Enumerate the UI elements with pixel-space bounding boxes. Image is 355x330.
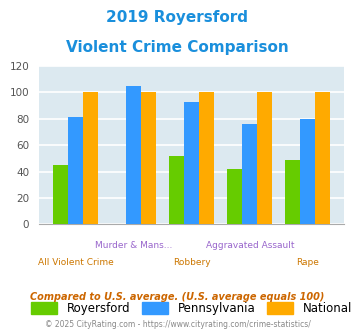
- Bar: [68, 117, 83, 224]
- Text: Robbery: Robbery: [173, 258, 211, 267]
- Bar: [300, 119, 315, 224]
- Bar: [315, 92, 331, 224]
- Bar: [184, 102, 199, 224]
- Bar: [199, 92, 214, 224]
- Text: Compared to U.S. average. (U.S. average equals 100): Compared to U.S. average. (U.S. average …: [30, 292, 325, 302]
- Text: Rape: Rape: [296, 258, 319, 267]
- Text: © 2025 CityRating.com - https://www.cityrating.com/crime-statistics/: © 2025 CityRating.com - https://www.city…: [45, 320, 310, 329]
- Text: All Violent Crime: All Violent Crime: [38, 258, 114, 267]
- Text: Aggravated Assault: Aggravated Assault: [206, 241, 294, 250]
- Bar: [141, 92, 156, 224]
- Bar: [257, 92, 272, 224]
- Text: 2019 Royersford: 2019 Royersford: [106, 10, 248, 25]
- Text: Murder & Mans...: Murder & Mans...: [95, 241, 172, 250]
- Bar: [227, 169, 242, 224]
- Bar: [126, 86, 141, 224]
- Bar: [53, 165, 68, 224]
- Text: Violent Crime Comparison: Violent Crime Comparison: [66, 40, 289, 54]
- Legend: Royersford, Pennsylvania, National: Royersford, Pennsylvania, National: [27, 297, 355, 319]
- Bar: [169, 156, 184, 224]
- Bar: [285, 160, 300, 224]
- Bar: [242, 124, 257, 224]
- Bar: [83, 92, 98, 224]
